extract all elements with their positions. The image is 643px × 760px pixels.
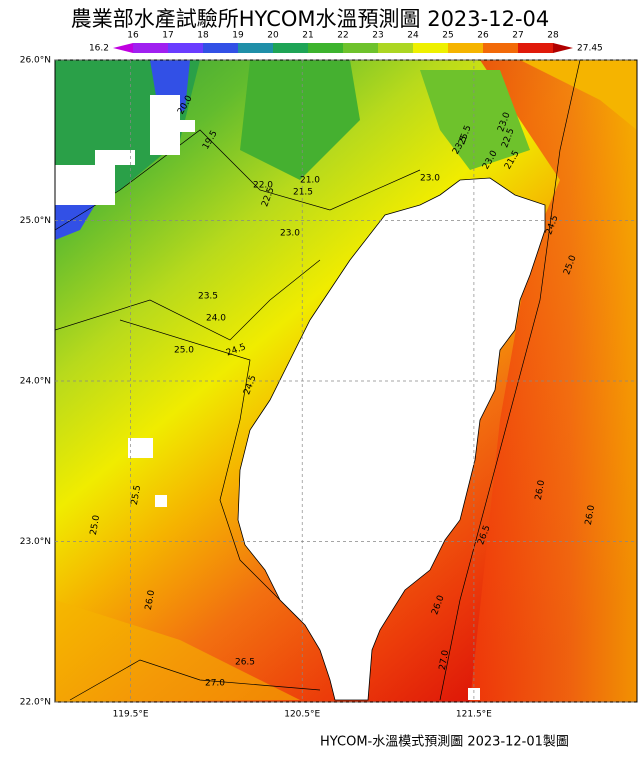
colorbar-tick-label: 18 [197,31,209,41]
colorbar-segment [308,43,344,53]
colorbar-max: 27.45 [577,44,603,54]
colorbar-tick-label: 25 [442,31,453,41]
x-tick-label: 121.5°E [456,710,492,720]
contour-label: 27.0 [438,649,451,671]
contour-label: 26.0 [534,479,547,501]
colorbar-tick-label: 17 [162,31,173,41]
colorbar-tick-label: 20 [267,31,279,41]
y-tick-label: 23.0°N [20,537,51,547]
colorbar-tick-label: 22 [337,31,348,41]
colorbar-tick-label: 23 [372,31,383,41]
contour-label: 26.5 [235,658,255,668]
colorbar-tick-label: 21 [302,31,313,41]
colorbar-segment [133,43,169,53]
contour-label: 26.0 [144,589,157,611]
colorbar-segment [273,43,309,53]
colorbar-segment [518,43,554,53]
contour-label: 21.5 [293,188,313,198]
contour-label: 21.0 [300,176,320,186]
colorbar-over [553,43,573,53]
y-tick-label: 24.0°N [20,377,51,387]
y-tick-label: 25.0°N [20,216,51,226]
x-tick-label: 119.5°E [113,710,149,720]
colorbar-tick-label: 19 [232,31,244,41]
colorbar-segment [203,43,239,53]
colorbar-segment [343,43,379,53]
contour-label: 23.0 [280,229,300,239]
contour-label: 23.5 [198,292,218,302]
colorbar-min: 16.2 [89,44,109,54]
colorbar-segment [168,43,204,53]
colorbar-tick-label: 24 [407,31,419,41]
colorbar-under [113,43,133,53]
colorbar-segment [483,43,519,53]
footer: HYCOM-水溫模式預測圖 2023-12-01製圖 [320,735,569,750]
y-tick-label: 26.0°N [20,56,51,66]
contour-label: 23.0 [420,174,440,184]
colorbar-segment [238,43,274,53]
colorbar-tick-label: 28 [547,31,559,41]
contour-label: 25.0 [174,346,194,356]
contour-label: 25.0 [89,514,102,536]
contour-label: 24.0 [206,314,226,324]
colorbar-segment [413,43,449,53]
contour-label: 26.0 [584,504,597,526]
y-tick-label: 22.0°N [20,698,51,708]
colorbar-tick-label: 16 [127,31,139,41]
colorbar-tick-label: 27 [512,31,523,41]
colorbar-tick-label: 26 [477,31,489,41]
contour-label: 22.0 [253,181,273,191]
title: 農業部水產試驗所HYCOM水溫預測圖 2023-12-04 [71,7,550,31]
taiwan [237,177,546,701]
contour-label: 27.0 [205,679,225,689]
contour-label: 25.5 [130,484,143,505]
colorbar-segment [448,43,484,53]
x-tick-label: 120.5°E [284,710,320,720]
colorbar-segment [378,43,414,53]
